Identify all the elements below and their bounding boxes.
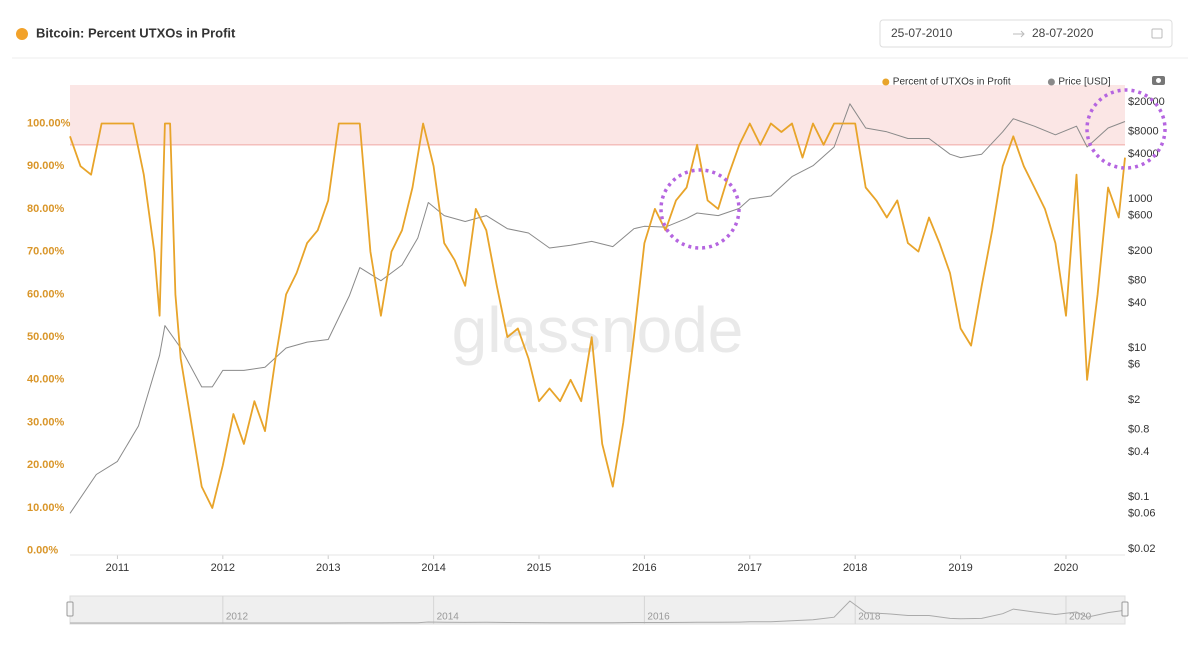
y-tick-label: 70.00% [27, 246, 65, 258]
navigator-handle[interactable] [1121, 601, 1129, 617]
navigator-tick-label: 2018 [858, 612, 881, 623]
y2-tick-label: $40 [1128, 297, 1146, 309]
navigator-line [70, 600, 1126, 624]
navigator [69, 595, 1126, 625]
x-tick-label: 2016 [632, 562, 656, 574]
chart-title: Bitcoin: Percent UTXOs in Profit [36, 25, 236, 40]
x-tick-label: 2013 [316, 562, 340, 574]
x-tick-label: 2014 [421, 562, 445, 574]
y2-tick-label: $600 [1128, 209, 1152, 221]
y-tick-label: 80.00% [27, 203, 65, 215]
coin-icon [16, 28, 28, 40]
watermark: glassnode [452, 294, 744, 366]
x-tick-label: 2015 [527, 562, 551, 574]
legend-swatch [1047, 78, 1055, 86]
y2-tick-label: $80 [1128, 275, 1146, 287]
annotation-circle [659, 168, 741, 250]
x-tick-label: 2011 [106, 562, 130, 574]
calendar-icon[interactable] [1151, 28, 1163, 39]
y-tick-label: 10.00% [27, 502, 65, 514]
date-from[interactable]: 25-07-2010 [891, 26, 953, 40]
y-tick-label: 0.00% [27, 545, 58, 557]
y2-tick-label: $0.02 [1128, 543, 1156, 555]
series-line [69, 122, 1126, 509]
x-tick-label: 2018 [843, 562, 867, 574]
y-tick-label: 60.00% [27, 288, 65, 300]
x-tick-label: 2017 [738, 562, 762, 574]
legend-swatch [882, 78, 890, 86]
threshold-band [70, 85, 1125, 145]
plot-area: glassnode 0.00% 10.00% 20.00% 30.00% 40.00% 50… [27, 85, 1165, 574]
y-tick-label: 40.00% [27, 374, 65, 386]
navigator-tick-label: 2014 [437, 612, 460, 623]
y-tick-label: 100.00% [27, 117, 71, 129]
camera-lens [1156, 78, 1161, 83]
x-tick-label: 2019 [948, 562, 972, 574]
navigator-tick-label: 2016 [647, 612, 670, 623]
y2-tick-label: $6 [1128, 358, 1140, 370]
navigator-tick-label: 2020 [1069, 612, 1092, 623]
y2-tick-label: $20000 [1128, 96, 1165, 108]
y2-tick-label: $2 [1128, 394, 1140, 406]
y2-tick-label: $4000 [1128, 148, 1159, 160]
y2-tick-label: $0.4 [1128, 446, 1149, 458]
legend-label: Percent of UTXOs in Profit [893, 77, 1011, 88]
y2-tick-label: $0.8 [1128, 424, 1149, 436]
y2-tick-label: $0.06 [1128, 507, 1156, 519]
y2-tick-label: $0.1 [1128, 491, 1149, 503]
date-range-box[interactable] [879, 19, 1173, 48]
navigator-tick-label: 2012 [226, 612, 249, 623]
legend-label: Price [USD] [1058, 77, 1110, 88]
navigator-handle[interactable] [66, 601, 74, 617]
y2-tick-label: $10 [1128, 342, 1146, 354]
y-tick-label: 30.00% [27, 416, 65, 428]
y-tick-label: 90.00% [27, 160, 65, 172]
y2-tick-label: 1000 [1128, 193, 1152, 205]
y-tick-label: 50.00% [27, 331, 65, 343]
y2-tick-label: $200 [1128, 245, 1152, 257]
date-to[interactable]: 28-07-2020 [1032, 26, 1094, 40]
series-line [69, 103, 1126, 514]
y-tick-label: 20.00% [27, 459, 65, 471]
y2-tick-label: $8000 [1128, 126, 1159, 138]
arrow-head [1020, 30, 1025, 38]
x-tick-label: 2012 [211, 562, 235, 574]
annotation-circle [1085, 88, 1167, 170]
x-tick-label: 2020 [1054, 562, 1078, 574]
